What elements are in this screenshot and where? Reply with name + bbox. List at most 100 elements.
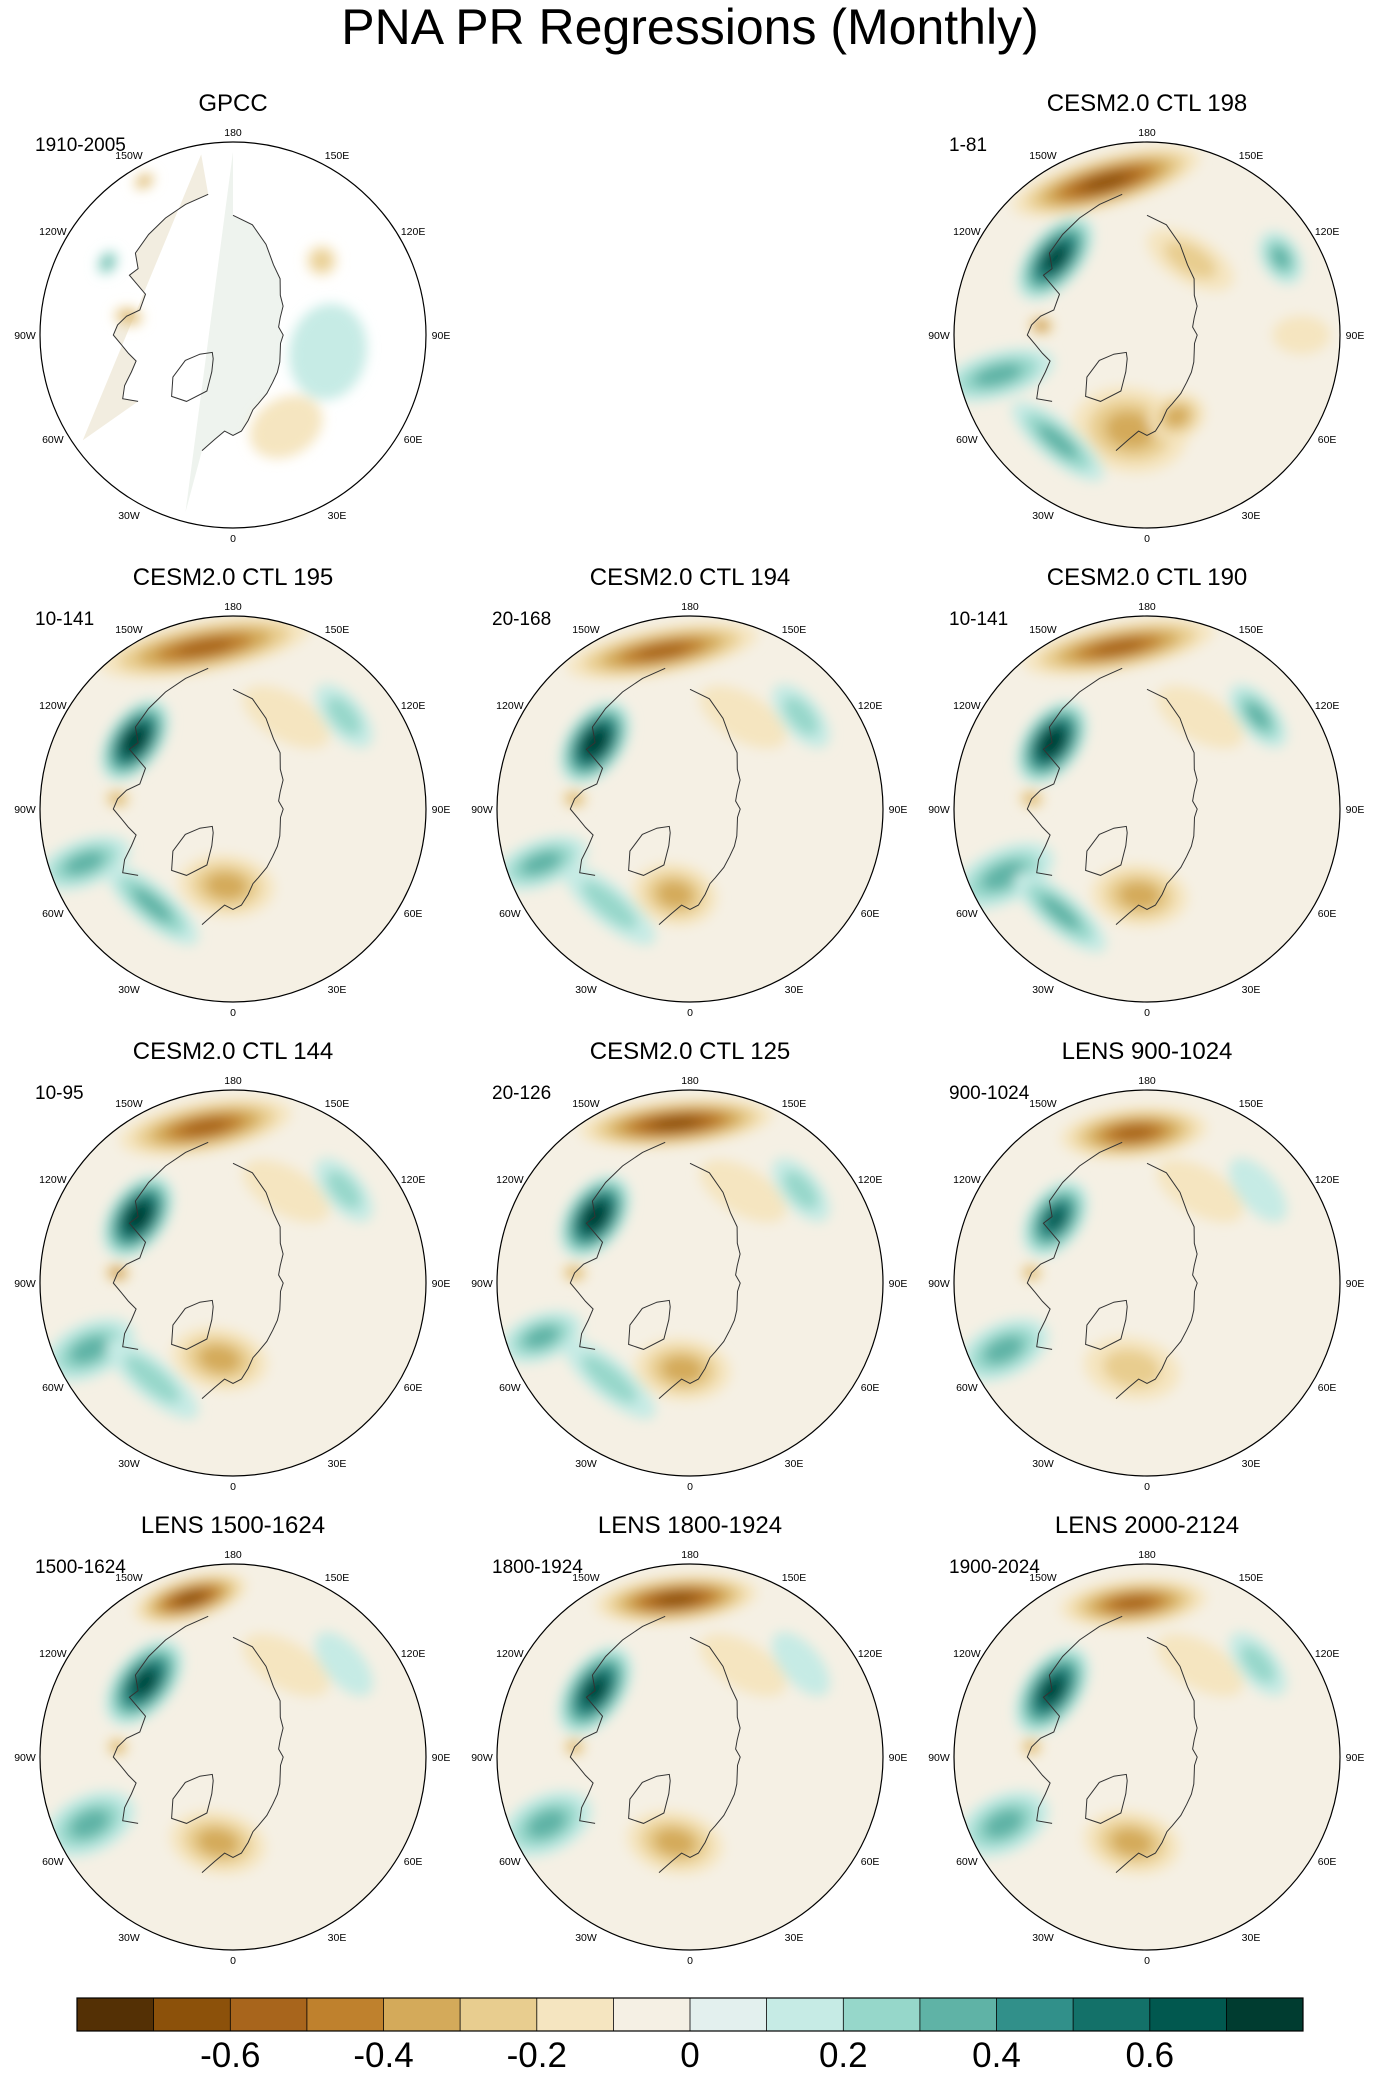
anomaly-contour bbox=[1084, 174, 1128, 191]
lon-label: 150E bbox=[1239, 150, 1264, 162]
map-border bbox=[953, 141, 1341, 529]
anomaly-contour bbox=[326, 1170, 362, 1210]
panel-title: LENS 1500-1624 bbox=[141, 1512, 325, 1539]
panel-title: CESM2.0 CTL 195 bbox=[133, 564, 334, 591]
lon-label: 30W bbox=[1032, 510, 1054, 522]
colorbar-tick-label: 0.2 bbox=[819, 2036, 868, 2075]
gpcc-land-america bbox=[82, 154, 209, 441]
anomaly-contour bbox=[783, 1170, 819, 1210]
lon-label: 120W bbox=[39, 1174, 67, 1186]
lon-label: 30W bbox=[118, 984, 140, 996]
lon-label: 90E bbox=[1346, 804, 1365, 816]
map-background bbox=[497, 1564, 883, 1950]
map-border bbox=[496, 615, 884, 1003]
map-background bbox=[40, 616, 426, 1002]
anomaly-contour bbox=[984, 1336, 1023, 1364]
anomaly-contour bbox=[1105, 411, 1155, 449]
lon-label: 150W bbox=[1029, 624, 1057, 636]
lon-label: 30W bbox=[1032, 1458, 1054, 1470]
lon-label: 120E bbox=[858, 700, 883, 712]
lon-label: 60E bbox=[1318, 1382, 1337, 1394]
lon-label: 180 bbox=[1138, 1075, 1156, 1087]
anomaly-contour bbox=[64, 851, 105, 875]
lon-label: 150E bbox=[1239, 624, 1264, 636]
lon-label: 180 bbox=[1138, 127, 1156, 139]
lon-label: 120W bbox=[496, 1174, 524, 1186]
map-border bbox=[496, 1089, 884, 1477]
panel-period: 1910-2005 bbox=[35, 135, 126, 156]
coastlines bbox=[112, 193, 284, 451]
anomaly-contour bbox=[699, 1633, 787, 1697]
colorbar: -0.6 -0.4 -0.2 0 0.2 0.4 0.6 bbox=[76, 1997, 1304, 2075]
lon-label: 150W bbox=[572, 1098, 600, 1110]
anomaly-contour bbox=[124, 1355, 181, 1404]
anomaly-contour bbox=[1092, 639, 1145, 656]
lon-label: 90W bbox=[14, 1278, 36, 1290]
coastlines bbox=[569, 1141, 741, 1399]
map-panel-ctl194: 180 150E 120E 90E 60E 30E 0 30W 60W 90W 120W 150W CE… bbox=[471, 564, 907, 1019]
lon-label: 60W bbox=[956, 908, 978, 920]
coastlines bbox=[1026, 667, 1198, 925]
lon-label: 60W bbox=[42, 908, 64, 920]
lon-label: 60E bbox=[404, 1856, 423, 1868]
lon-label: 30W bbox=[575, 984, 597, 996]
anomaly-contour bbox=[984, 1809, 1024, 1839]
lon-label: 90E bbox=[432, 330, 451, 342]
lon-label: 60E bbox=[1318, 434, 1337, 446]
lon-label: 30W bbox=[575, 1458, 597, 1470]
map-panel-ctl144: 180 150E 120E 90E 60E 30E 0 30W 60W 90W 120W 150W CE… bbox=[14, 1038, 450, 1493]
colorbar-tick-label: -0.6 bbox=[200, 2036, 260, 2075]
lon-label: 90W bbox=[928, 804, 950, 816]
coastlines bbox=[1026, 193, 1198, 451]
lon-label: 60E bbox=[1318, 908, 1337, 920]
anomaly-contour bbox=[1037, 424, 1078, 459]
panel-title: CESM2.0 CTL 194 bbox=[590, 564, 791, 591]
map-panel-ctl198: 180 150E 120E 90E 60E 30E 0 30W 60W 90W 120W 150W CE… bbox=[928, 90, 1364, 545]
anomaly-contour bbox=[654, 1829, 696, 1856]
lon-label: 120W bbox=[496, 700, 524, 712]
anomaly-contour bbox=[1240, 1644, 1276, 1684]
anomaly-contour bbox=[103, 257, 113, 269]
lon-label: 150E bbox=[325, 1572, 350, 1584]
anomaly-contour bbox=[699, 685, 787, 749]
anomaly-contour bbox=[973, 363, 1022, 387]
lon-label: 150W bbox=[1029, 1572, 1057, 1584]
lon-label: 120E bbox=[401, 1174, 426, 1186]
map-border bbox=[953, 1563, 1341, 1951]
map-panel-lens1500: 180 150E 120E 90E 60E 30E 0 30W 60W 90W 120W 150W LE… bbox=[14, 1512, 450, 1967]
lon-label: 150W bbox=[115, 624, 143, 636]
anomaly-contour bbox=[177, 1592, 204, 1605]
lon-label: 0 bbox=[687, 1955, 693, 1967]
lon-label: 0 bbox=[1144, 1007, 1150, 1019]
panel-grid: 180 150E 120E 90E 60E 30E 0 30W 60W 90W 120W 150W GP… bbox=[14, 90, 1364, 1967]
colorbar-swatch bbox=[306, 1998, 384, 2031]
gpcc-land-eurasia bbox=[185, 151, 284, 513]
lon-label: 60E bbox=[404, 434, 423, 446]
colorbar-swatch bbox=[843, 1998, 921, 2031]
lon-label: 30E bbox=[328, 1458, 347, 1470]
colorbar-swatch bbox=[1226, 1998, 1304, 2031]
precip-field bbox=[954, 1564, 1340, 1950]
colorbar-swatch bbox=[1073, 1998, 1150, 2031]
panel-title: CESM2.0 CTL 125 bbox=[590, 1038, 791, 1065]
precip-field bbox=[954, 1090, 1340, 1476]
colorbar-tick-label: 0.4 bbox=[972, 2036, 1021, 2075]
map-border bbox=[39, 615, 427, 1003]
anomaly-contour bbox=[1156, 1159, 1244, 1223]
anomaly-contour bbox=[581, 881, 638, 930]
lon-label: 30E bbox=[785, 1458, 804, 1470]
anomaly-contour bbox=[289, 303, 367, 400]
anomaly-contour bbox=[242, 1159, 330, 1223]
lon-label: 120E bbox=[401, 700, 426, 712]
lon-label: 150W bbox=[1029, 150, 1057, 162]
map-panel-lens1800: 180 150E 120E 90E 60E 30E 0 30W 60W 90W 120W 150W LE… bbox=[471, 1512, 907, 1967]
lon-label: 150W bbox=[572, 1572, 600, 1584]
lon-label: 120E bbox=[1315, 1174, 1340, 1186]
coastlines bbox=[1026, 1615, 1198, 1873]
map-panel-ctl195: 180 150E 120E 90E 60E 30E 0 30W 60W 90W 120W 150W CE… bbox=[14, 564, 450, 1019]
colorbar-swatch bbox=[1149, 1998, 1227, 2031]
lon-label: 30E bbox=[328, 984, 347, 996]
lon-label: 120W bbox=[953, 1648, 981, 1660]
colorbar-tick-label: -0.2 bbox=[507, 2036, 567, 2075]
